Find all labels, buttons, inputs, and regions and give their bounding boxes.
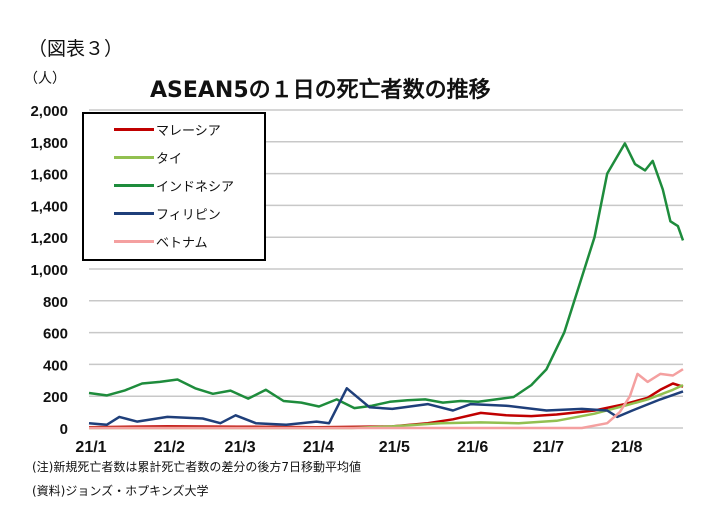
y-tick-label: 800 [43,294,68,311]
series-line-ベトナム [89,368,684,430]
x-tick-label: 21/8 [611,439,642,456]
legend-item: マレーシア [114,120,221,139]
figure-label: （図表３） [28,38,124,60]
legend-swatch [114,128,154,131]
x-tick-label: 21/6 [457,439,488,456]
x-tick-label: 21/7 [533,439,564,456]
legend-swatch [114,212,154,215]
legend-label: マレーシア [156,124,221,139]
legend-label: フィリピン [156,208,221,223]
y-axis-unit: （人） [24,71,66,87]
legend-swatch [114,184,154,187]
x-tick-label: 21/4 [303,439,334,456]
legend-item: フィリピン [114,204,221,223]
y-tick-label: 1,400 [30,198,68,215]
footnote-source: (資料)ジョンズ・ホプキンズ大学 [32,484,209,498]
series-line-インドネシア [88,142,685,410]
x-tick-label: 21/5 [379,439,410,456]
y-tick-label: 2,000 [30,103,68,120]
legend-item: タイ [114,148,182,167]
legend-swatch [114,156,154,159]
y-tick-label: 200 [43,389,68,406]
legend-label: インドネシア [156,180,235,195]
y-tick-label: 1,200 [30,230,68,247]
legend: マレーシアタイインドネシア フィリピンベトナム [82,112,266,261]
series-line-マレーシア [88,382,684,429]
legend-swatch [114,240,154,243]
chart-title: ASEAN5の１日の死亡者数の推移 [150,78,491,103]
legend-label: タイ [156,152,183,167]
x-tick-label: 21/3 [225,439,256,456]
legend-item: インドネシア [114,176,234,195]
y-tick-label: 1,000 [30,262,68,279]
x-tick-label: 21/1 [75,439,106,456]
x-tick-label: 21/2 [154,439,185,456]
series-line-タイ [89,383,684,430]
y-tick-label: 0 [60,421,68,438]
y-tick-label: 1,800 [30,135,68,152]
y-tick-label: 1,600 [30,167,68,184]
legend-item: ベトナム [114,232,208,251]
footnote-note: (注)新規死亡者数は累計死亡者数の差分の後方7日移動平均値 [32,460,362,474]
series-line-フィリピン [88,387,684,427]
y-tick-label: 600 [43,326,68,343]
legend-label: ベトナム [156,236,208,251]
y-tick-label: 400 [43,357,68,374]
